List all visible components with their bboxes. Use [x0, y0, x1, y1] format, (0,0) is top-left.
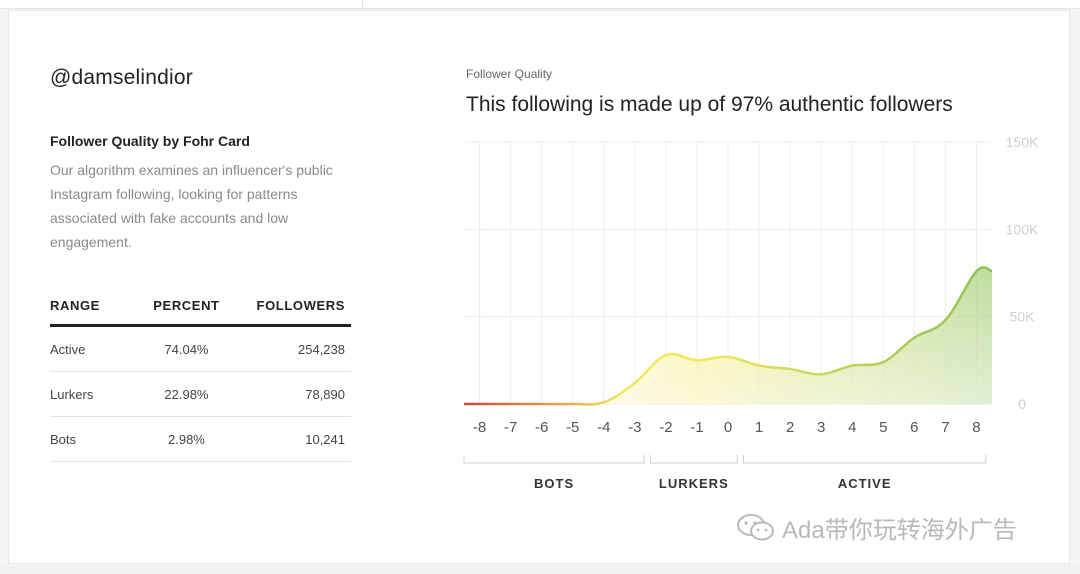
x-tick-label: 4 — [848, 419, 856, 436]
chart-title: This following is made up of 97% authent… — [466, 93, 953, 116]
top-strip — [0, 0, 1080, 9]
table-header-row: RANGE PERCENT FOLLOWERS — [50, 286, 351, 327]
y-tick-label: 50K — [1010, 309, 1036, 325]
row-range: Lurkers — [50, 371, 138, 417]
table-row: Lurkers 22.98% 78,890 — [50, 371, 351, 417]
header-range: RANGE — [50, 286, 138, 327]
row-percent: 22.98% — [137, 371, 236, 417]
x-tick-label: 7 — [941, 419, 949, 436]
range-group-label: ACTIVE — [838, 476, 892, 491]
chart-subtitle: Follower Quality — [466, 67, 553, 81]
range-groups: BOTS LURKERS ACTIVE — [463, 455, 987, 491]
x-tick-label: -7 — [504, 419, 517, 436]
x-tick-label: 1 — [755, 419, 763, 436]
x-tick-label: -4 — [597, 419, 610, 436]
chart-area-layer — [463, 266, 993, 406]
quality-table: RANGE PERCENT FOLLOWERS Active 74.04% 25… — [50, 286, 351, 462]
row-percent: 2.98% — [137, 416, 236, 462]
profile-handle[interactable]: @damselindior — [50, 66, 193, 89]
table-row: Active 74.04% 254,238 — [50, 325, 351, 372]
row-followers: 10,241 — [235, 416, 351, 462]
wechat-icon — [737, 513, 774, 540]
x-tick-label: 2 — [786, 419, 794, 436]
watermark-text: Ada带你玩转海外广告 — [782, 517, 1017, 544]
x-tick-label: -6 — [535, 419, 548, 436]
x-tick-label: -8 — [473, 419, 486, 436]
y-tick-label: 100K — [1006, 221, 1039, 237]
y-axis: 0 50K 100K 150K — [1006, 134, 1039, 412]
x-axis: -8 -7 -6 -5 -4 -3 -2 -1 0 1 2 3 4 5 6 7 8 — [473, 419, 981, 436]
header-percent: PERCENT — [137, 286, 236, 327]
section-description: Our algorithm examines an influencer's p… — [50, 162, 333, 250]
range-bracket — [463, 455, 645, 464]
x-tick-label: -3 — [628, 419, 641, 436]
section-title: Follower Quality by Fohr Card — [50, 133, 250, 149]
row-range: Bots — [50, 416, 138, 462]
row-percent: 74.04% — [137, 325, 236, 372]
row-followers: 254,238 — [235, 325, 351, 372]
x-tick-label: 6 — [910, 419, 918, 436]
range-group-label: LURKERS — [659, 476, 729, 491]
x-tick-label: -1 — [690, 419, 703, 436]
table-row: Bots 2.98% 10,241 — [50, 416, 351, 462]
top-divider — [362, 0, 363, 8]
range-bracket — [743, 455, 987, 464]
x-tick-label: 3 — [817, 419, 825, 436]
row-range: Active — [50, 325, 138, 372]
bottom-strip — [0, 566, 1080, 574]
x-tick-label: 8 — [972, 419, 980, 436]
x-tick-label: 5 — [879, 419, 887, 436]
range-bracket — [649, 455, 738, 464]
y-tick-label: 0 — [1018, 396, 1026, 412]
series-line — [463, 266, 993, 406]
range-group-label: BOTS — [534, 476, 574, 491]
y-tick-label: 150K — [1006, 134, 1039, 150]
series-area-fade — [464, 267, 992, 405]
header-followers: FOLLOWERS — [235, 286, 351, 327]
watermark: Ada带你玩转海外广告 — [736, 510, 1017, 545]
x-tick-label: -2 — [659, 419, 672, 436]
x-tick-label: 0 — [724, 419, 732, 436]
row-followers: 78,890 — [235, 371, 351, 417]
x-tick-label: -5 — [566, 419, 579, 436]
